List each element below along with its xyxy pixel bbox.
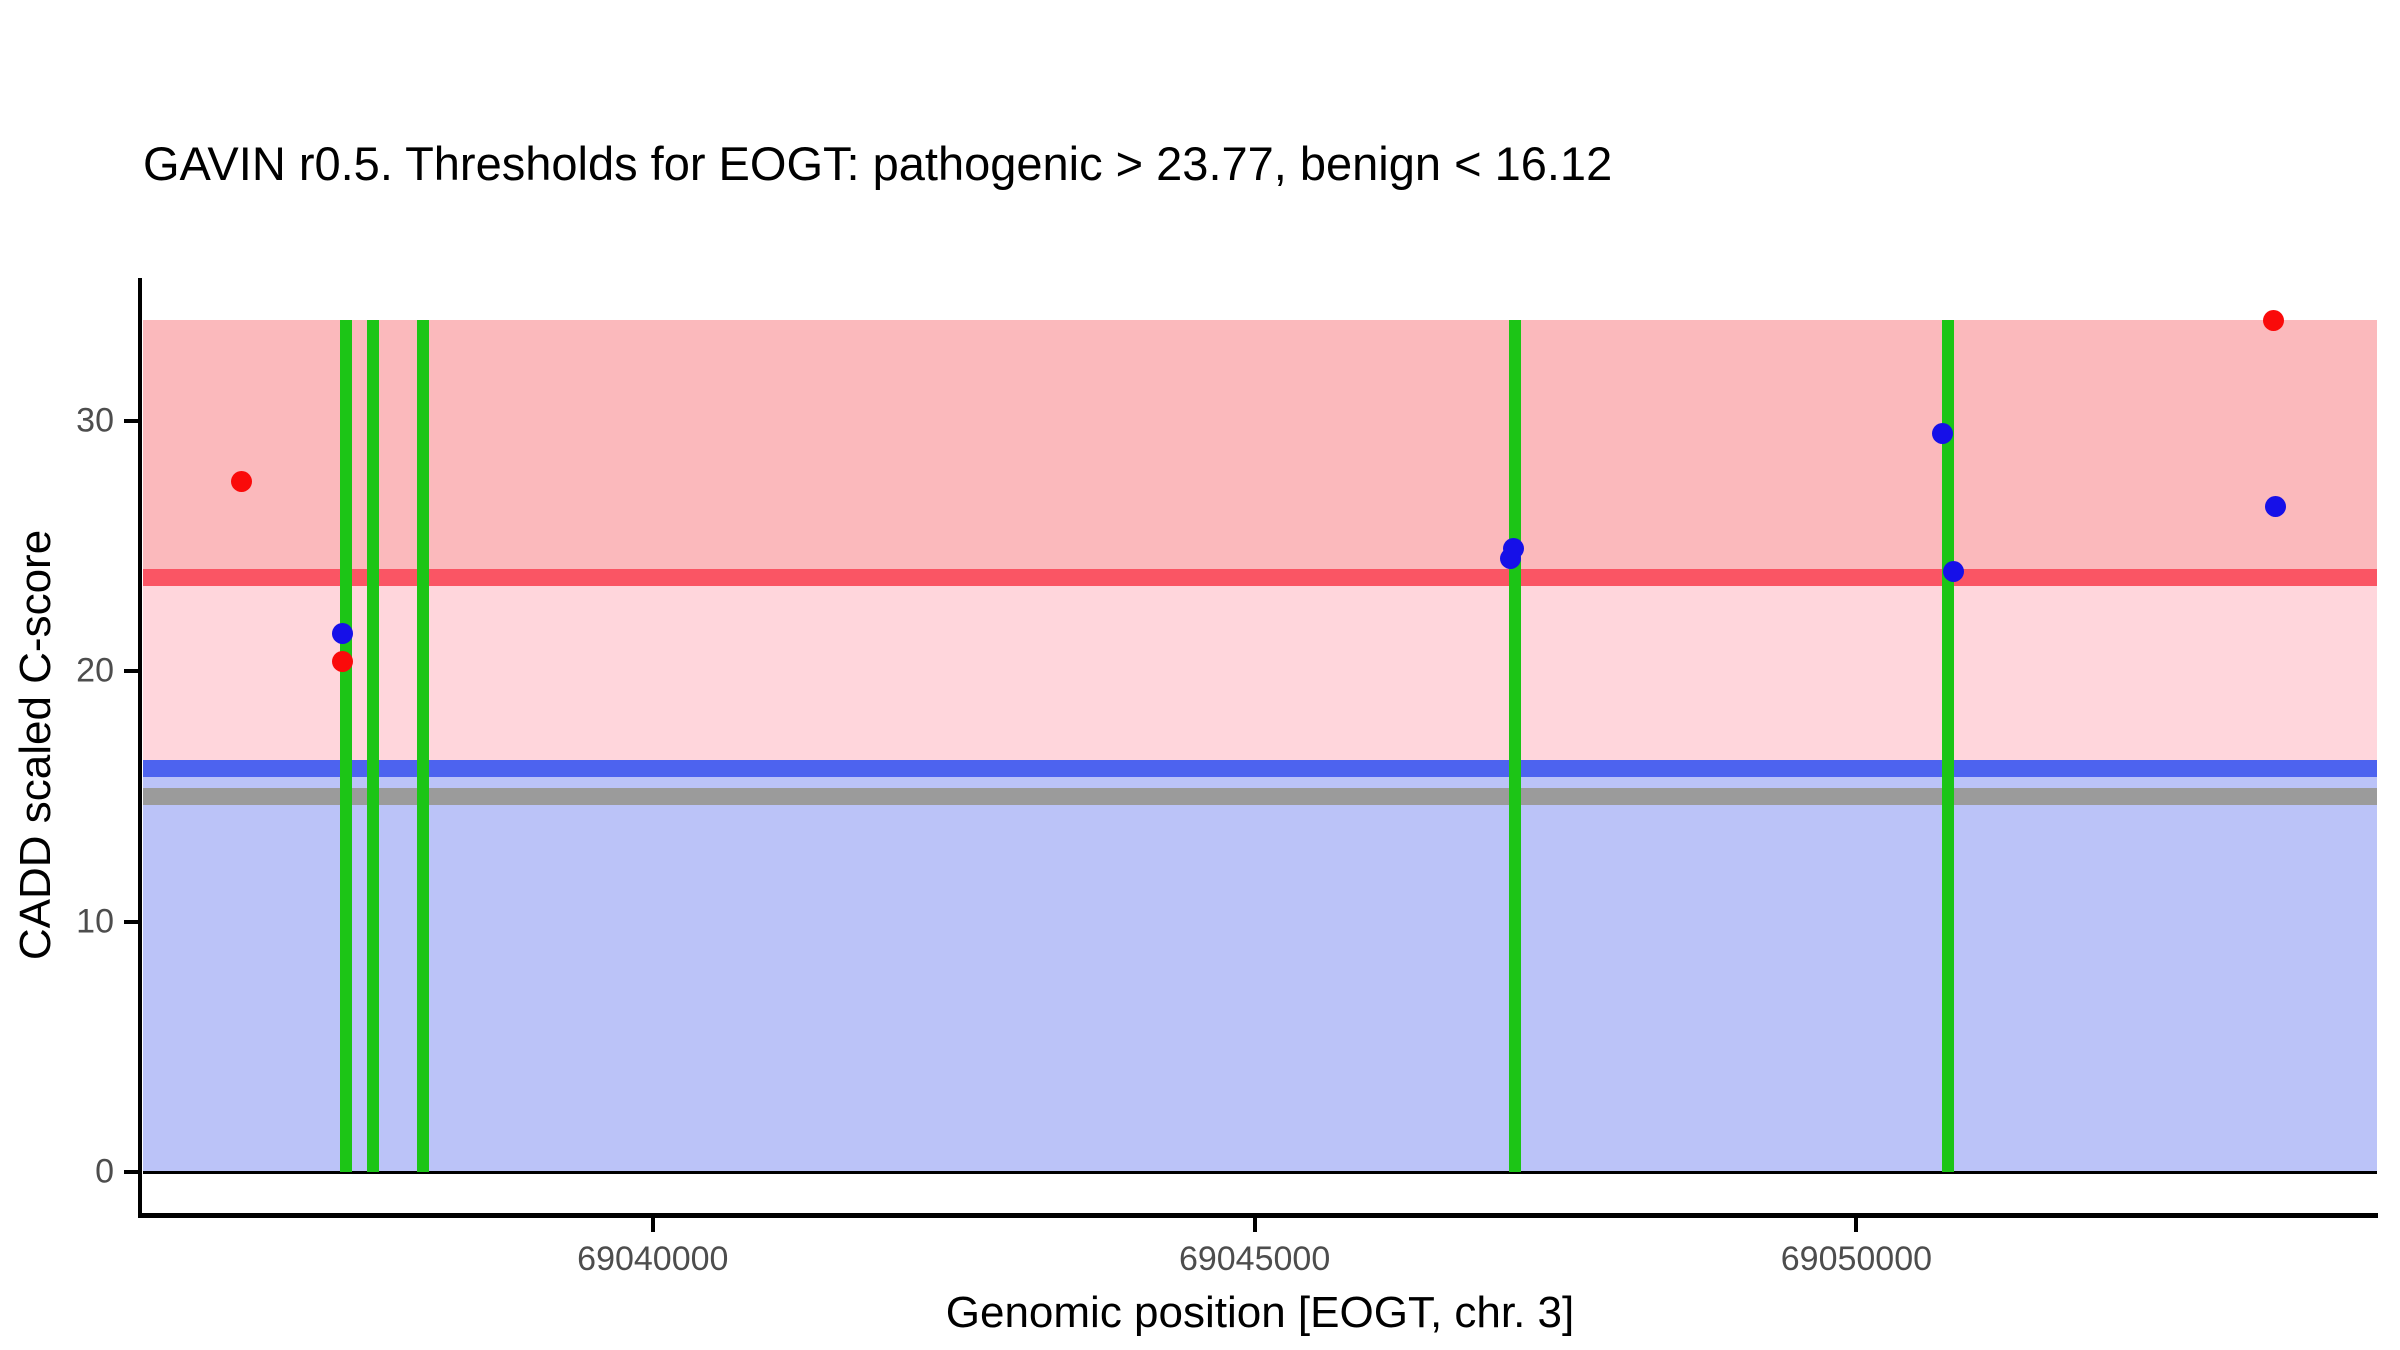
y-tick-label: 20 <box>76 651 114 690</box>
y-axis-line <box>138 278 142 1218</box>
variant-dot-gnomad-matched <box>2264 495 2286 517</box>
variant-dot-clinvar-pathogenic <box>231 470 253 492</box>
y-axis-title: CADD scaled C-score <box>11 529 60 961</box>
y-tick-mark <box>124 1170 138 1174</box>
x-tick-label: 69050000 <box>1780 1240 1933 1278</box>
variant-dot-gnomad-matched <box>1931 423 1953 445</box>
threshold-line-pathogenic-threshold <box>143 568 2377 586</box>
y-tick-mark <box>124 919 138 924</box>
y-tick-label: 30 <box>76 401 114 440</box>
variant-dot-gnomad-matched <box>1503 538 1525 560</box>
threshold-line-genome-wide-fallback-threshold <box>143 788 2377 806</box>
x-axis-title: Genomic position [EOGT, chr. 3] <box>945 1288 1575 1337</box>
y-tick-mark <box>124 419 138 424</box>
exon-line <box>367 319 380 1172</box>
threshold-line-benign-maf-threshold <box>143 760 2377 778</box>
y-tick-label: 10 <box>76 902 114 941</box>
region-pathogenic-zone <box>143 319 2377 578</box>
exon-line <box>339 319 352 1172</box>
x-axis-line <box>138 1213 2378 1218</box>
y-tick-label: 0 <box>95 1152 114 1191</box>
x-tick-label: 69040000 <box>577 1240 729 1278</box>
variant-dot-gnomad-matched <box>1943 560 1965 582</box>
x-tick-mark <box>650 1218 655 1232</box>
variant-dot-clinvar-pathogenic <box>332 650 354 672</box>
title-line-1: GAVIN r0.5. Thresholds for EOGT: pathoge… <box>143 137 1613 190</box>
exon-line <box>1509 319 1522 1172</box>
y-tick-mark <box>124 669 138 674</box>
exon-line <box>1941 319 1954 1172</box>
threshold-line-zero-baseline <box>143 1170 2377 1174</box>
x-tick-mark <box>1854 1218 1859 1232</box>
x-tick-label: 69045000 <box>1178 1240 1331 1278</box>
region-intermediate-zone <box>143 577 2377 769</box>
region-benign-zone <box>143 768 2377 1172</box>
variant-dot-clinvar-pathogenic <box>2262 310 2284 332</box>
variant-dot-gnomad-matched <box>332 623 354 645</box>
x-tick-mark <box>1252 1218 1257 1232</box>
exon-line <box>416 319 429 1172</box>
